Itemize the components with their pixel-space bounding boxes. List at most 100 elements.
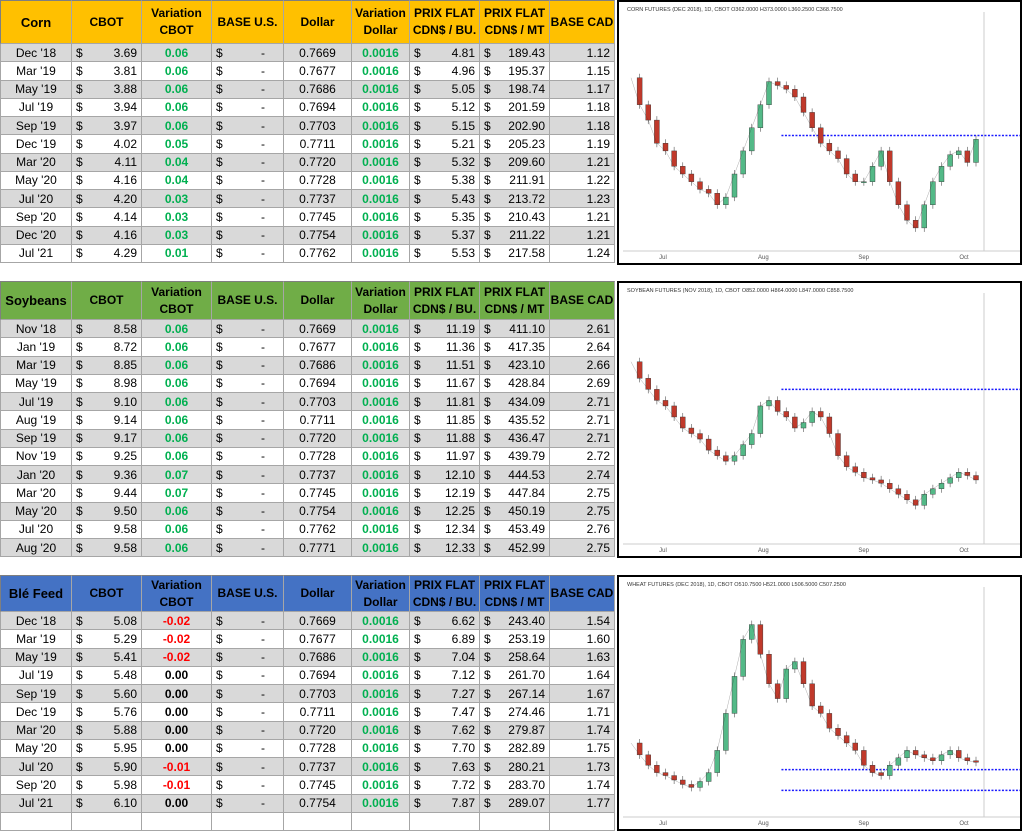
cell-value: - — [261, 209, 265, 224]
header-text: CDN$ / BU. — [412, 23, 477, 37]
table-cell: 2.71 — [550, 429, 615, 448]
cell-value: 1.73 — [586, 759, 610, 774]
table-cell: $4.81 — [410, 44, 480, 63]
candle — [688, 173, 695, 182]
cell-value: 447.84 — [508, 485, 545, 500]
cell-value: 2.74 — [586, 467, 610, 482]
table-cell: Mar '20 — [0, 721, 72, 740]
table-cell: $11.97 — [410, 447, 480, 466]
cell-value: $ — [216, 191, 223, 206]
table-cell: May '20 — [0, 502, 72, 521]
cell-value: 4.96 — [451, 63, 475, 78]
cell-value: 2.71 — [586, 394, 610, 409]
chart-title: CORN FUTURES (DEC 2018), 1D, CBOT O362.0… — [627, 7, 843, 13]
x-tick-label: Jul — [659, 255, 667, 261]
table-cell: 0.7720 — [284, 153, 352, 172]
cell-value: $ — [484, 45, 491, 60]
cell-value: 0.7694 — [299, 668, 336, 683]
chart-panel: CORN FUTURES (DEC 2018), 1D, CBOT O362.0… — [617, 0, 1022, 265]
candle — [723, 196, 729, 206]
table-cell: May '19 — [0, 648, 72, 667]
candle — [792, 416, 798, 429]
cell-value: 8.85 — [113, 358, 137, 373]
header-text: Variation — [151, 284, 202, 299]
cell-value: 0.0016 — [362, 412, 399, 427]
x-tick-label: Oct — [959, 821, 969, 827]
candle — [826, 142, 833, 152]
column-header: BASE CAD — [550, 575, 615, 612]
table-cell: 0.7703 — [284, 117, 352, 136]
cell-value: $ — [76, 358, 83, 373]
candle — [869, 477, 876, 481]
column-header: CBOT — [72, 0, 142, 44]
row-label: Jul '19 — [18, 100, 54, 115]
table-cell: 0.7669 — [284, 44, 352, 63]
table-cell: $453.49 — [480, 520, 550, 539]
table-cell: Jul '20 — [0, 190, 72, 209]
table-cell: $12.25 — [410, 502, 480, 521]
table-cell: $7.62 — [410, 721, 480, 740]
close-line — [630, 623, 977, 788]
cell-value: $ — [484, 191, 491, 206]
table-cell: $243.40 — [480, 612, 550, 631]
table-cell: 0.06 — [142, 502, 212, 521]
close-line — [630, 361, 977, 506]
cell-value: 0.06 — [164, 412, 189, 427]
cell-value: 1.63 — [586, 650, 610, 665]
cell-value: $ — [216, 668, 223, 683]
table-cell: $ - — [212, 429, 284, 448]
header-text: BASE CAD — [550, 293, 614, 307]
cell-value: 0.0016 — [362, 173, 399, 188]
table-cell: 1.73 — [550, 758, 615, 777]
cell-value: 0.05 — [164, 136, 189, 151]
candle — [636, 77, 643, 105]
cell-value: $ — [216, 82, 223, 97]
candle — [680, 166, 686, 175]
table-cell: 1.71 — [550, 703, 615, 722]
table-cell: $11.67 — [410, 374, 480, 393]
table-cell: $ - — [212, 80, 284, 99]
cell-value: $ — [484, 82, 491, 97]
cell-value: $ — [76, 63, 83, 78]
cell-value: 0.0016 — [362, 504, 399, 519]
cell-value: 0.7745 — [299, 485, 336, 500]
cell-value: - — [261, 100, 265, 115]
cell-value: $ — [76, 668, 83, 683]
table-cell: $8.85 — [72, 356, 142, 375]
cell-value: $ — [414, 246, 421, 261]
cell-value: 0.06 — [164, 100, 189, 115]
table-cell: 0.0016 — [352, 190, 410, 209]
cell-value: $ — [414, 485, 421, 500]
cell-value: 4.02 — [113, 136, 137, 151]
cell-value: 450.19 — [508, 504, 545, 519]
column-header: BASE U.S. — [212, 0, 284, 44]
cell-value: 9.44 — [113, 485, 137, 500]
table-cell: 0.0016 — [352, 98, 410, 117]
cell-value: 2.71 — [586, 431, 610, 446]
cell-value: 0.7703 — [299, 118, 336, 133]
x-tick-label: Jul — [659, 548, 667, 554]
table-cell: 0.7686 — [284, 80, 352, 99]
cell-value: 5.95 — [113, 741, 137, 756]
cell-value: 5.88 — [113, 723, 137, 738]
cell-value: 258.64 — [508, 650, 545, 665]
table-cell: 2.71 — [550, 393, 615, 412]
row-label: Mar '19 — [16, 358, 56, 373]
cell-value: - — [261, 358, 265, 373]
table-cell: $ - — [212, 190, 284, 209]
candle — [938, 754, 945, 761]
cell-value: 428.84 — [508, 376, 545, 391]
cell-value: 0.7762 — [299, 246, 336, 261]
candle — [843, 455, 850, 467]
candle — [783, 85, 789, 90]
table-cell: $7.87 — [410, 794, 480, 813]
candle — [774, 400, 781, 412]
cell-value: - — [261, 155, 265, 170]
cell-value: 243.40 — [508, 613, 545, 628]
table-cell: $5.32 — [410, 153, 480, 172]
cell-value: 0.7694 — [299, 100, 336, 115]
cell-value: $ — [414, 631, 421, 646]
cell-value: $ — [216, 321, 223, 336]
table-cell: 0.7737 — [284, 758, 352, 777]
cell-value: - — [261, 777, 265, 792]
